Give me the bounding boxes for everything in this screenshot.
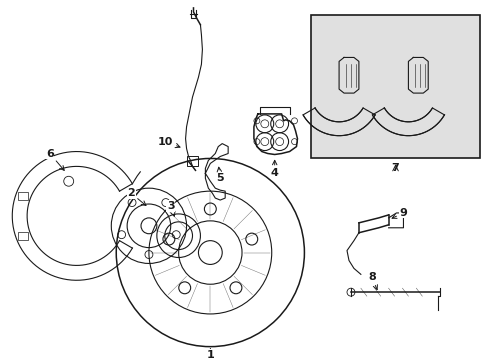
Text: 1: 1: [206, 349, 214, 360]
Bar: [18, 192, 27, 200]
Text: 7: 7: [391, 163, 399, 174]
Text: 8: 8: [367, 272, 377, 289]
Text: 9: 9: [391, 208, 407, 219]
Text: 2: 2: [127, 188, 145, 206]
Text: 6: 6: [46, 149, 64, 170]
Bar: [311, 15, 479, 158]
Text: 5: 5: [216, 167, 224, 183]
Text: 10: 10: [158, 137, 180, 148]
Bar: [186, 157, 198, 166]
Text: 4: 4: [270, 160, 278, 178]
Text: 3: 3: [166, 201, 175, 216]
Bar: [18, 231, 27, 239]
